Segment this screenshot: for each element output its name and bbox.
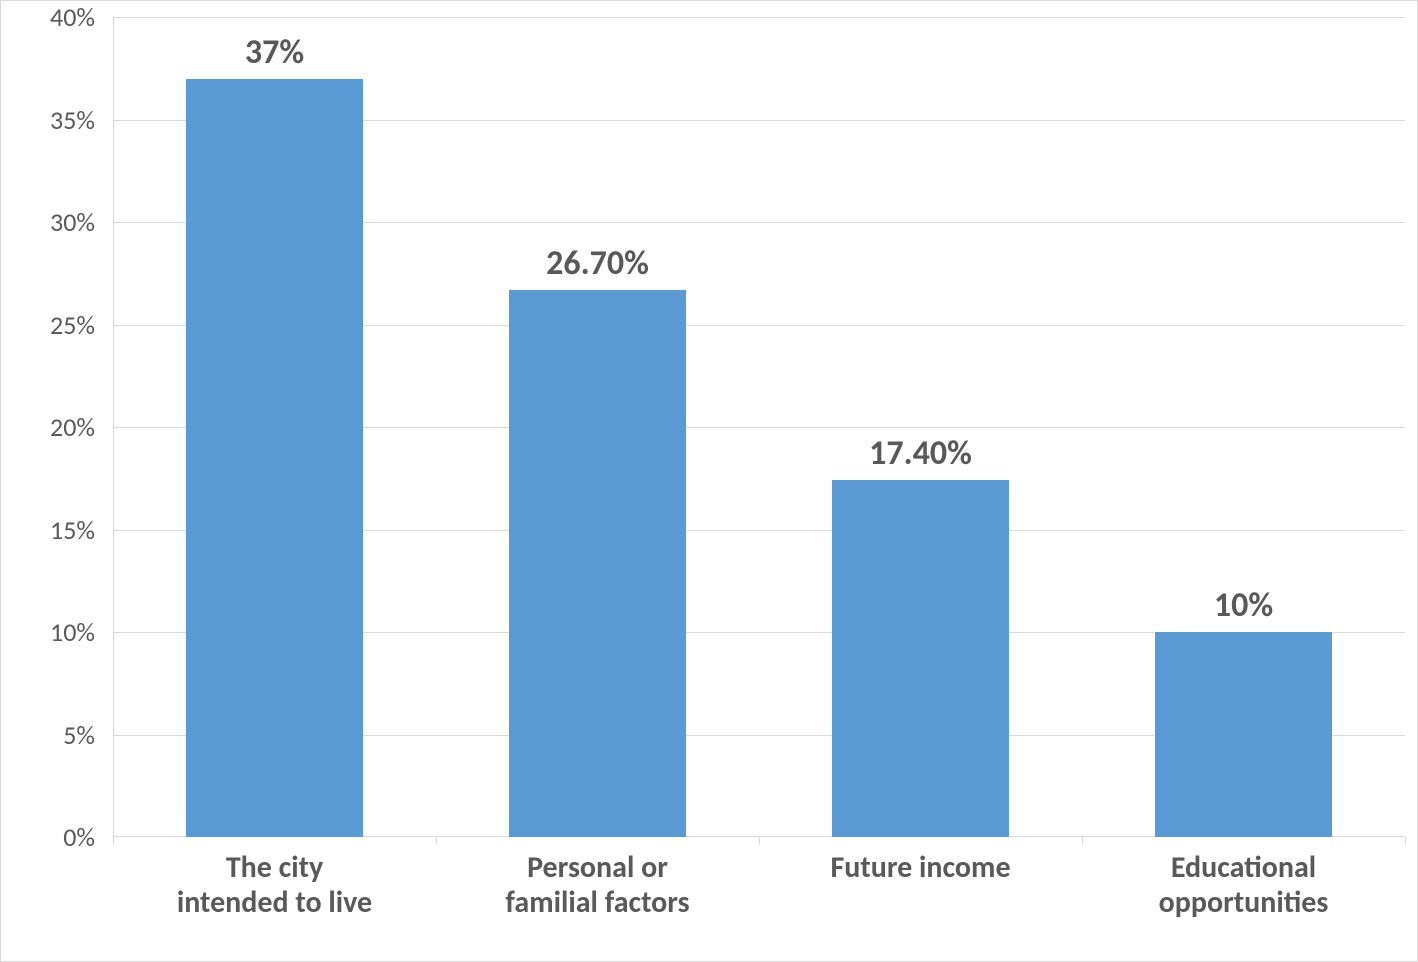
data-label: 17.40%	[869, 433, 972, 474]
plot-area	[113, 17, 1405, 837]
bar	[509, 290, 687, 837]
bar-chart: 0% 5% 10% 15% 20% 25% 30% 35% 40% The cityintend…	[0, 0, 1418, 962]
y-tick-label: 30%	[1, 206, 95, 238]
x-tick-mark	[1082, 837, 1083, 845]
x-category-label: Personal orfamilial factors	[436, 851, 759, 920]
x-category-label: The cityintended to live	[113, 851, 436, 920]
bar	[186, 79, 364, 838]
y-tick-label: 40%	[1, 1, 95, 33]
gridline	[113, 17, 1405, 18]
data-label: 37%	[245, 32, 304, 73]
bar	[1155, 632, 1333, 837]
x-category-label: Educationalopportunities	[1082, 851, 1405, 920]
bar	[832, 480, 1010, 837]
y-tick-label: 5%	[1, 719, 95, 751]
x-tick-mark	[436, 837, 437, 845]
x-tick-mark	[759, 837, 760, 845]
x-category-label: Future income	[759, 851, 1082, 886]
y-tick-label: 20%	[1, 411, 95, 443]
x-tick-mark	[1405, 837, 1406, 845]
y-tick-label: 15%	[1, 514, 95, 546]
y-tick-label: 10%	[1, 616, 95, 648]
y-tick-label: 35%	[1, 104, 95, 136]
y-tick-label: 25%	[1, 309, 95, 341]
data-label: 10%	[1214, 585, 1273, 626]
y-axis-line	[113, 17, 114, 837]
x-tick-mark	[113, 837, 114, 845]
y-tick-label: 0%	[1, 821, 95, 853]
data-label: 26.70%	[546, 243, 649, 284]
